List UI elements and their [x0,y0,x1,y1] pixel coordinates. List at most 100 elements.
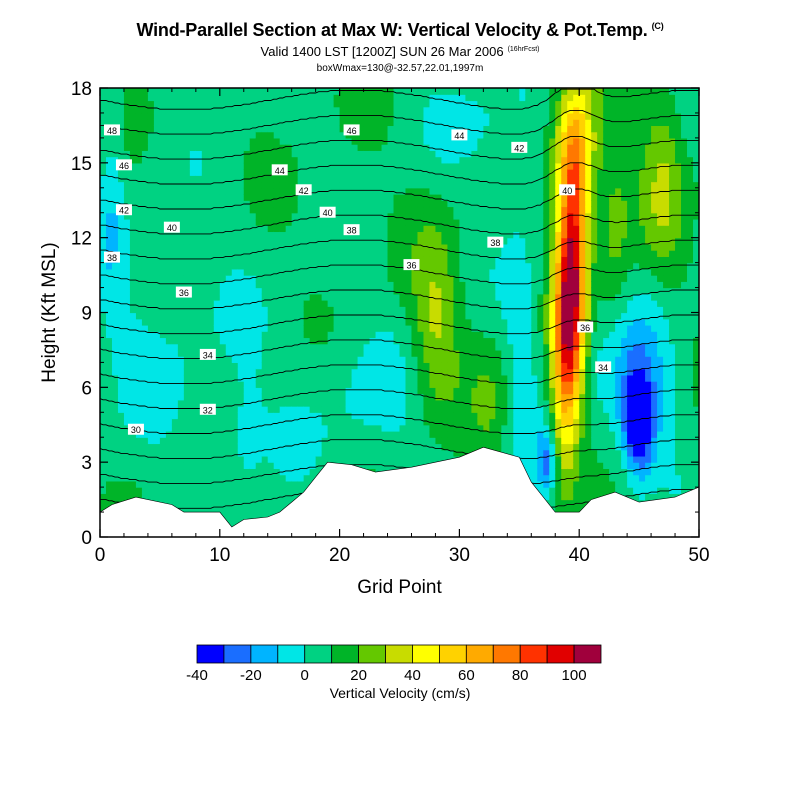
w-cell [231,306,239,314]
w-cell [201,393,209,401]
w-cell [231,231,239,239]
w-cell [273,393,281,401]
w-cell [399,262,407,270]
w-cell [393,349,401,357]
w-cell [201,131,209,139]
w-cell [339,169,347,176]
w-cell [441,349,449,357]
w-cell [117,468,125,476]
w-cell [129,455,137,463]
w-cell [285,455,293,463]
w-cell [219,399,227,407]
w-cell [447,94,455,102]
w-cell [279,337,287,345]
w-cell [429,368,437,376]
w-cell [141,487,149,494]
w-cell [405,150,413,158]
w-cell [129,312,137,320]
w-cell [225,137,233,145]
w-cell [105,119,113,127]
w-cell [321,306,329,314]
w-cell [177,181,185,189]
w-cell [117,430,125,438]
w-cell [225,262,233,270]
w-cell [123,337,131,345]
w-cell [213,449,221,457]
w-cell [153,144,161,151]
w-cell [375,406,383,413]
w-cell [435,243,443,251]
w-cell [129,237,137,245]
w-cell [105,212,113,220]
w-cell [465,430,472,438]
w-cell [429,349,437,357]
w-cell [411,381,419,388]
w-cell [147,493,155,501]
w-cell [100,106,107,114]
w-cell [267,256,275,264]
w-cell [123,381,131,388]
w-cell [291,480,299,488]
w-cell [141,125,149,133]
w-cell [189,349,197,357]
w-cell [471,275,478,282]
w-cell [100,112,107,120]
w-cell [345,287,353,295]
w-cell [411,399,419,407]
w-cell [189,250,197,257]
w-cell [249,430,257,438]
w-cell [507,94,514,102]
w-cell [261,119,269,127]
w-cell [183,406,191,413]
w-cell [399,162,407,170]
w-cell [375,125,383,133]
w-cell [153,268,161,276]
w-cell [441,256,449,264]
w-cell [363,449,371,457]
w-cell [393,187,401,195]
w-cell [273,474,281,482]
w-cell [303,406,311,413]
w-cell [477,430,484,438]
w-cell [255,137,263,145]
w-cell [387,318,395,326]
w-cell [267,474,275,482]
w-cell [219,187,227,195]
w-cell [351,331,359,339]
w-cell [351,337,359,345]
w-cell [393,343,401,351]
w-cell [213,337,221,345]
w-cell [333,306,341,314]
w-cell [297,131,305,139]
w-cell [291,393,299,401]
w-cell [465,88,472,95]
w-cell [231,324,239,332]
w-cell [225,368,233,376]
w-cell [375,187,383,195]
w-cell [195,200,203,208]
w-cell [135,387,143,395]
w-cell [177,474,185,482]
w-cell [213,169,221,176]
w-cell [231,399,239,407]
w-cell [513,412,520,420]
w-cell [147,162,155,170]
w-cell [441,275,449,282]
w-cell [411,187,419,195]
w-cell [363,318,371,326]
w-cell [147,287,155,295]
w-cell [345,162,353,170]
w-cell [453,318,460,326]
w-cell [225,112,233,120]
w-cell [291,324,299,332]
w-cell [333,237,341,245]
w-cell [165,200,173,208]
w-cell [501,125,508,133]
w-cell [225,306,233,314]
w-cell [405,318,413,326]
w-cell [165,337,173,345]
w-cell [453,194,460,201]
w-cell [231,318,239,326]
w-cell [369,137,377,145]
w-cell [183,243,191,251]
